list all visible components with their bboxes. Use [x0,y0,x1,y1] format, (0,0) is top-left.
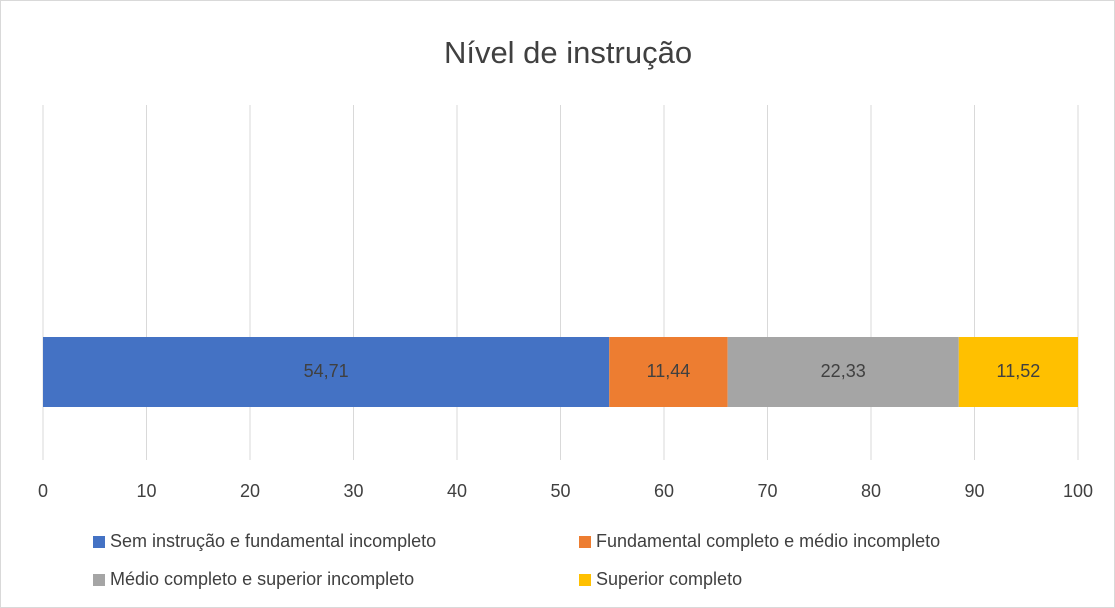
x-tick-label: 20 [240,481,260,501]
bar-segment [727,337,959,407]
bar-segment [43,337,610,407]
chart-title: Nível de instrução [444,35,692,70]
bar-segment [958,337,1078,407]
x-tick-label: 10 [136,481,156,501]
data-label: 54,71 [304,361,349,381]
data-label: 11,44 [647,361,691,381]
legend-swatch [93,574,105,586]
legend-label: Superior completo [596,569,742,589]
x-tick-label: 40 [447,481,467,501]
x-tick-label: 80 [861,481,881,501]
legend-label: Médio completo e superior incompleto [110,569,414,589]
x-tick-label: 100 [1063,481,1093,501]
legend-swatch [93,536,105,548]
data-label: 22,33 [821,361,866,381]
data-label: 11,52 [997,361,1041,381]
x-tick-label: 60 [654,481,674,501]
x-tick-label: 90 [964,481,984,501]
legend-swatch [579,536,591,548]
legend-swatch [579,574,591,586]
x-tick-label: 0 [38,481,48,501]
bar-segment [609,337,728,407]
legend-label: Sem instrução e fundamental incompleto [110,531,436,551]
x-tick-label: 70 [757,481,777,501]
x-tick-label: 50 [550,481,570,501]
x-tick-label: 30 [343,481,363,501]
legend-label: Fundamental completo e médio incompleto [596,531,940,551]
